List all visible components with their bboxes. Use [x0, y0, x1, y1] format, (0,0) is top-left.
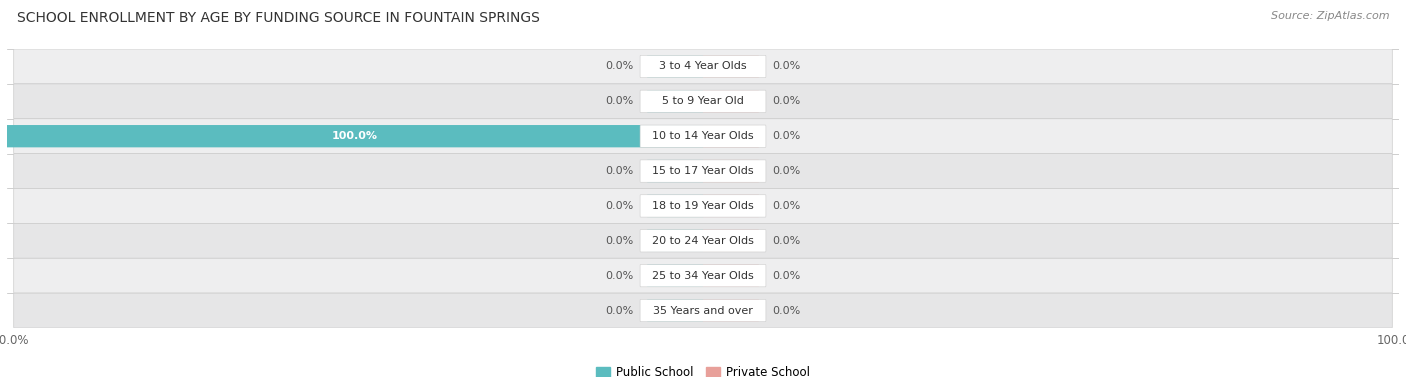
FancyBboxPatch shape	[640, 125, 766, 147]
FancyBboxPatch shape	[647, 195, 703, 217]
Text: 0.0%: 0.0%	[773, 61, 801, 72]
FancyBboxPatch shape	[640, 230, 766, 252]
FancyBboxPatch shape	[647, 230, 703, 252]
Text: 15 to 17 Year Olds: 15 to 17 Year Olds	[652, 166, 754, 176]
FancyBboxPatch shape	[647, 265, 703, 287]
FancyBboxPatch shape	[14, 223, 1392, 258]
Text: 0.0%: 0.0%	[773, 271, 801, 281]
FancyBboxPatch shape	[703, 160, 759, 182]
FancyBboxPatch shape	[640, 299, 766, 322]
Text: 20 to 24 Year Olds: 20 to 24 Year Olds	[652, 236, 754, 246]
Text: 0.0%: 0.0%	[773, 131, 801, 141]
FancyBboxPatch shape	[647, 90, 703, 112]
Text: 5 to 9 Year Old: 5 to 9 Year Old	[662, 96, 744, 106]
FancyBboxPatch shape	[640, 90, 766, 112]
FancyBboxPatch shape	[14, 258, 1392, 293]
Text: 0.0%: 0.0%	[605, 236, 633, 246]
Text: 0.0%: 0.0%	[773, 305, 801, 316]
Text: 35 Years and over: 35 Years and over	[652, 305, 754, 316]
Text: 10 to 14 Year Olds: 10 to 14 Year Olds	[652, 131, 754, 141]
Text: Source: ZipAtlas.com: Source: ZipAtlas.com	[1271, 11, 1389, 21]
FancyBboxPatch shape	[703, 299, 759, 322]
FancyBboxPatch shape	[640, 55, 766, 78]
Text: SCHOOL ENROLLMENT BY AGE BY FUNDING SOURCE IN FOUNTAIN SPRINGS: SCHOOL ENROLLMENT BY AGE BY FUNDING SOUR…	[17, 11, 540, 25]
Text: 0.0%: 0.0%	[773, 201, 801, 211]
FancyBboxPatch shape	[647, 299, 703, 322]
Text: 3 to 4 Year Olds: 3 to 4 Year Olds	[659, 61, 747, 72]
FancyBboxPatch shape	[703, 230, 759, 252]
Text: 0.0%: 0.0%	[773, 96, 801, 106]
FancyBboxPatch shape	[647, 55, 703, 78]
Text: 25 to 34 Year Olds: 25 to 34 Year Olds	[652, 271, 754, 281]
FancyBboxPatch shape	[7, 125, 703, 147]
FancyBboxPatch shape	[703, 125, 759, 147]
Text: 0.0%: 0.0%	[605, 201, 633, 211]
FancyBboxPatch shape	[640, 265, 766, 287]
FancyBboxPatch shape	[640, 195, 766, 217]
Text: 0.0%: 0.0%	[605, 96, 633, 106]
Text: 0.0%: 0.0%	[605, 166, 633, 176]
FancyBboxPatch shape	[14, 49, 1392, 84]
FancyBboxPatch shape	[14, 84, 1392, 119]
FancyBboxPatch shape	[14, 188, 1392, 223]
Text: 0.0%: 0.0%	[605, 61, 633, 72]
FancyBboxPatch shape	[14, 154, 1392, 188]
FancyBboxPatch shape	[703, 90, 759, 112]
Text: 0.0%: 0.0%	[773, 166, 801, 176]
FancyBboxPatch shape	[703, 195, 759, 217]
FancyBboxPatch shape	[14, 119, 1392, 154]
Text: 100.0%: 100.0%	[332, 131, 378, 141]
Text: 0.0%: 0.0%	[605, 271, 633, 281]
Text: 18 to 19 Year Olds: 18 to 19 Year Olds	[652, 201, 754, 211]
FancyBboxPatch shape	[14, 293, 1392, 328]
Legend: Public School, Private School: Public School, Private School	[592, 361, 814, 377]
FancyBboxPatch shape	[703, 265, 759, 287]
FancyBboxPatch shape	[703, 55, 759, 78]
FancyBboxPatch shape	[647, 160, 703, 182]
FancyBboxPatch shape	[640, 160, 766, 182]
Text: 0.0%: 0.0%	[773, 236, 801, 246]
Text: 0.0%: 0.0%	[605, 305, 633, 316]
